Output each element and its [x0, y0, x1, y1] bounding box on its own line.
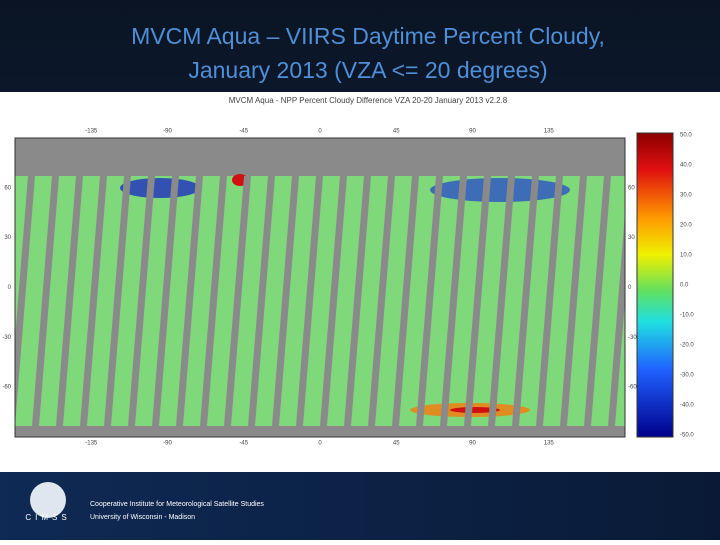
lon-label: -135	[85, 441, 98, 447]
colorbar	[636, 132, 674, 438]
cloud-anomaly	[450, 407, 500, 413]
lat-label: 60	[4, 185, 11, 191]
lat-label: -30	[628, 335, 637, 341]
orbit-gap	[512, 176, 539, 426]
orbit-gap	[152, 176, 179, 426]
footer-text: Cooperative Institute for Meteorological…	[90, 501, 264, 508]
colorbar-label: 0.0	[680, 283, 689, 289]
no-data-south	[15, 426, 625, 437]
lat-label: 0	[8, 285, 12, 291]
map-frame	[14, 137, 626, 438]
cloud-anomaly	[430, 178, 570, 202]
orbit-gap	[15, 176, 35, 426]
orbit-gap	[488, 176, 515, 426]
map	[15, 138, 625, 437]
lon-label: -135	[85, 129, 98, 135]
colorbar-label: -40.0	[680, 403, 694, 409]
colorbar-label: 10.0	[680, 253, 692, 259]
colorbar-label: -20.0	[680, 343, 694, 349]
orbit-gap	[440, 176, 467, 426]
logo	[30, 482, 66, 518]
map-title: MVCM Aqua - NPP Percent Cloudy Differenc…	[229, 96, 508, 105]
colorbar-label: -50.0	[680, 433, 694, 439]
footer-text: University of Wisconsin - Madison	[90, 514, 195, 521]
orbit-gap	[56, 176, 83, 426]
orbit-gap	[416, 176, 443, 426]
orbit-gap	[32, 176, 59, 426]
lon-label: 0	[318, 129, 322, 135]
orbit-gap	[392, 176, 419, 426]
colorbar-label: 40.0	[680, 163, 692, 169]
orbit-gap	[296, 176, 323, 426]
lon-label: 0	[318, 441, 322, 447]
orbit-gap	[200, 176, 227, 426]
lon-label: 45	[393, 129, 400, 135]
lat-label: -60	[628, 385, 637, 391]
orbit-gap	[128, 176, 155, 426]
lon-label: -90	[163, 129, 172, 135]
orbit-gap	[584, 176, 611, 426]
orbit-gap	[272, 176, 299, 426]
lon-label: -45	[239, 129, 248, 135]
no-data-north	[15, 138, 625, 176]
lon-label: 90	[469, 441, 476, 447]
orbit-gap	[176, 176, 203, 426]
logo-text: CIMSS	[25, 513, 70, 522]
lat-label: -60	[2, 385, 11, 391]
orbit-gap	[344, 176, 371, 426]
lon-label: 45	[393, 441, 400, 447]
lon-label: -90	[163, 441, 172, 447]
colorbar-label: 50.0	[680, 133, 692, 139]
lat-label: 30	[4, 235, 11, 241]
slide-title: MVCM Aqua – VIIRS Daytime Percent Cloudy…	[131, 23, 605, 49]
orbit-gap	[608, 213, 625, 426]
lat-label: 60	[628, 185, 635, 191]
orbit-gap	[104, 176, 131, 426]
colorbar-label: -30.0	[680, 373, 694, 379]
orbit-gap	[248, 176, 275, 426]
lon-label: 135	[544, 129, 555, 135]
lat-label: 0	[628, 285, 632, 291]
colorbar-label: -10.0	[680, 313, 694, 319]
orbit-gap	[560, 176, 587, 426]
lon-label: 90	[469, 129, 476, 135]
colorbar-label: 20.0	[680, 223, 692, 229]
orbit-gap	[464, 176, 491, 426]
orbit-gap	[536, 176, 563, 426]
slide-title: January 2013 (VZA <= 20 degrees)	[188, 57, 547, 83]
lat-label: -30	[2, 335, 11, 341]
lon-label: -45	[239, 441, 248, 447]
orbit-gap	[368, 176, 395, 426]
footer	[0, 472, 720, 540]
orbit-gap	[224, 176, 251, 426]
colorbar-label: 30.0	[680, 193, 692, 199]
orbit-gap	[320, 176, 347, 426]
orbit-gap	[80, 176, 107, 426]
cloud-anomaly	[120, 178, 200, 198]
lon-label: 135	[544, 441, 555, 447]
lat-label: 30	[628, 235, 635, 241]
